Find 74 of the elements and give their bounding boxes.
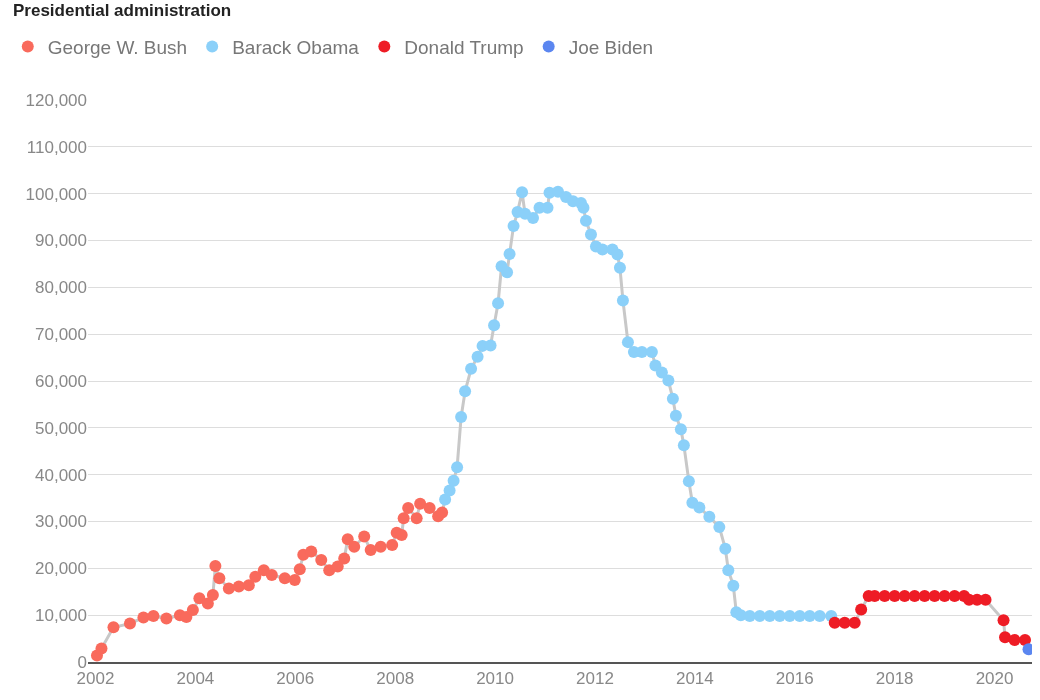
point xyxy=(918,589,931,602)
y-tick-label: 80,000 xyxy=(35,278,87,298)
point xyxy=(95,642,108,655)
point xyxy=(999,631,1012,644)
point xyxy=(348,540,361,553)
point xyxy=(997,614,1010,627)
point xyxy=(402,501,415,514)
point xyxy=(878,589,891,602)
x-tick-label: 2018 xyxy=(875,669,914,689)
y-tick-label: 10,000 xyxy=(35,606,87,626)
point xyxy=(423,501,436,514)
point xyxy=(410,512,423,525)
point xyxy=(414,497,427,510)
point xyxy=(209,559,222,572)
point xyxy=(265,568,278,581)
point xyxy=(364,544,377,557)
point xyxy=(938,589,951,602)
legend-label: Joe Biden xyxy=(568,36,654,58)
y-tick-label: 70,000 xyxy=(35,325,87,345)
point xyxy=(338,552,351,565)
legend-title: Presidential administration xyxy=(13,1,232,20)
point xyxy=(278,572,291,585)
x-tick-label: 2020 xyxy=(975,669,1014,689)
y-tick-label: 60,000 xyxy=(35,371,87,391)
point xyxy=(386,538,399,551)
x-tick-label: 2006 xyxy=(276,669,315,689)
point xyxy=(137,611,150,624)
point xyxy=(213,572,226,585)
y-tick-label: 120,000 xyxy=(25,90,87,110)
x-tick-label: 2002 xyxy=(76,669,115,689)
y-tick-label: 110,000 xyxy=(26,137,87,157)
x-tick-label: 2004 xyxy=(176,669,215,689)
point xyxy=(107,621,120,634)
x-tick-label: 2016 xyxy=(775,669,814,689)
legend-label: Barack Obama xyxy=(232,36,360,58)
point xyxy=(848,616,861,629)
y-tick-label: 90,000 xyxy=(35,231,87,251)
point xyxy=(293,563,306,576)
y-tick-label: 20,000 xyxy=(35,559,87,579)
point xyxy=(928,589,941,602)
point xyxy=(160,612,173,625)
y-tick-label: 50,000 xyxy=(35,418,87,438)
point xyxy=(242,579,255,592)
legend-label: George W. Bush xyxy=(47,36,188,58)
point xyxy=(186,604,199,617)
point xyxy=(436,506,449,519)
point xyxy=(1008,633,1021,646)
y-tick-label: 100,000 xyxy=(25,184,87,204)
point xyxy=(331,560,344,573)
point xyxy=(123,617,136,630)
point xyxy=(358,530,371,543)
point xyxy=(908,589,921,602)
x-tick-label: 2010 xyxy=(476,669,514,689)
point xyxy=(147,610,160,623)
y-tick-label: 0 xyxy=(77,652,87,672)
point xyxy=(397,512,410,525)
point xyxy=(288,574,301,587)
point xyxy=(206,589,219,602)
y-tick-label: 30,000 xyxy=(35,512,87,532)
point xyxy=(888,589,901,602)
point xyxy=(838,616,851,629)
point xyxy=(374,540,387,553)
point xyxy=(898,589,911,602)
legend-label: Donald Trump xyxy=(404,36,524,58)
x-tick-label: 2014 xyxy=(675,669,714,689)
point xyxy=(249,570,262,583)
point xyxy=(855,603,868,616)
x-tick-label: 2012 xyxy=(576,669,614,689)
point xyxy=(305,545,318,558)
y-tick-label: 40,000 xyxy=(35,465,87,485)
point xyxy=(1022,643,1032,656)
point xyxy=(315,553,328,566)
x-tick-label: 2008 xyxy=(376,669,415,689)
point xyxy=(1019,633,1032,646)
